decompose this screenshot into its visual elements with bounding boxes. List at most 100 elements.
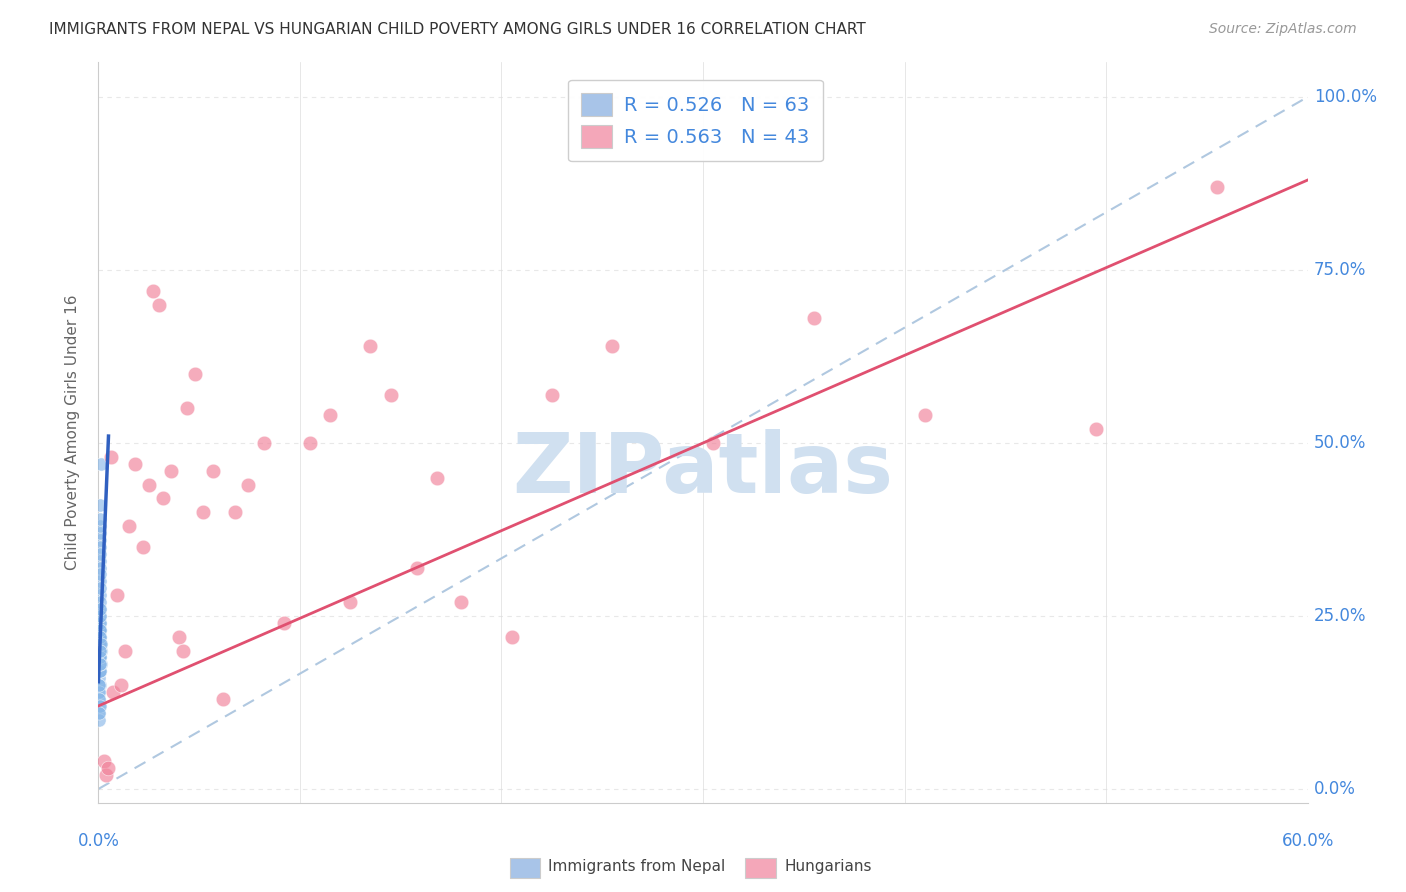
Point bbox=[89, 657, 111, 672]
Point bbox=[253, 436, 276, 450]
Point bbox=[1206, 180, 1229, 194]
Point bbox=[1085, 422, 1108, 436]
Point bbox=[89, 650, 111, 665]
Point bbox=[90, 457, 112, 471]
Point bbox=[89, 698, 111, 713]
Text: 100.0%: 100.0% bbox=[1313, 88, 1376, 106]
Point bbox=[118, 519, 141, 533]
Point bbox=[89, 698, 111, 713]
Point bbox=[110, 678, 132, 692]
Point bbox=[89, 554, 111, 568]
Point bbox=[89, 560, 111, 574]
Point bbox=[380, 387, 402, 401]
Point bbox=[602, 339, 624, 353]
Text: 0.0%: 0.0% bbox=[1313, 780, 1355, 798]
Point bbox=[89, 665, 111, 679]
Point bbox=[105, 588, 128, 602]
Point bbox=[89, 547, 111, 561]
Point bbox=[450, 595, 472, 609]
Point bbox=[184, 367, 207, 381]
Point bbox=[89, 615, 111, 630]
Point bbox=[160, 464, 183, 478]
Point bbox=[89, 567, 111, 582]
Point bbox=[89, 512, 111, 526]
Point bbox=[89, 609, 111, 624]
Point bbox=[89, 678, 111, 692]
Point bbox=[176, 401, 198, 416]
Point bbox=[89, 623, 111, 637]
Point bbox=[299, 436, 322, 450]
Point bbox=[87, 713, 110, 727]
Point bbox=[90, 657, 112, 672]
Point bbox=[405, 560, 427, 574]
Point bbox=[90, 643, 112, 657]
Text: 75.0%: 75.0% bbox=[1313, 261, 1367, 279]
Point bbox=[90, 637, 112, 651]
Point bbox=[167, 630, 190, 644]
FancyBboxPatch shape bbox=[745, 857, 776, 879]
Point bbox=[89, 643, 111, 657]
Point bbox=[89, 685, 111, 699]
Point bbox=[89, 678, 111, 692]
Text: 60.0%: 60.0% bbox=[1281, 832, 1334, 850]
Point bbox=[148, 297, 170, 311]
Point bbox=[212, 692, 235, 706]
Point bbox=[89, 665, 111, 679]
Text: ZIPatlas: ZIPatlas bbox=[513, 429, 893, 510]
Point bbox=[89, 650, 111, 665]
Point bbox=[89, 588, 111, 602]
Point bbox=[89, 582, 111, 596]
Point bbox=[89, 630, 111, 644]
Point bbox=[89, 630, 111, 644]
Point bbox=[89, 665, 111, 679]
Point bbox=[89, 643, 111, 657]
Point bbox=[124, 457, 146, 471]
Point bbox=[89, 574, 111, 589]
Point bbox=[89, 630, 111, 644]
Text: 50.0%: 50.0% bbox=[1313, 434, 1367, 452]
Point bbox=[142, 284, 165, 298]
Point bbox=[96, 768, 118, 782]
Point bbox=[540, 387, 562, 401]
Point bbox=[152, 491, 174, 506]
Point bbox=[89, 678, 111, 692]
Point bbox=[89, 602, 111, 616]
Point bbox=[89, 657, 111, 672]
Point bbox=[89, 615, 111, 630]
Point bbox=[89, 498, 111, 512]
Point bbox=[89, 692, 111, 706]
Point bbox=[89, 525, 111, 540]
Point bbox=[93, 754, 115, 768]
Point bbox=[114, 643, 136, 657]
Point bbox=[89, 609, 111, 624]
Point bbox=[89, 637, 111, 651]
Point bbox=[101, 685, 124, 699]
Point bbox=[89, 692, 111, 706]
Point bbox=[914, 409, 936, 423]
FancyBboxPatch shape bbox=[509, 857, 540, 879]
Point bbox=[89, 665, 111, 679]
Point bbox=[89, 540, 111, 554]
Point bbox=[236, 477, 259, 491]
Text: Immigrants from Nepal: Immigrants from Nepal bbox=[548, 859, 725, 874]
Point bbox=[89, 671, 111, 685]
Point bbox=[100, 450, 122, 464]
Point bbox=[273, 615, 295, 630]
Point bbox=[202, 464, 225, 478]
Text: 25.0%: 25.0% bbox=[1313, 607, 1367, 625]
Point bbox=[172, 643, 194, 657]
Point bbox=[89, 650, 111, 665]
Text: 0.0%: 0.0% bbox=[77, 832, 120, 850]
Point bbox=[89, 630, 111, 644]
Legend: R = 0.526   N = 63, R = 0.563   N = 43: R = 0.526 N = 63, R = 0.563 N = 43 bbox=[568, 79, 823, 161]
Point bbox=[89, 706, 111, 720]
Point bbox=[89, 519, 111, 533]
Point bbox=[89, 602, 111, 616]
Point bbox=[89, 650, 111, 665]
Point bbox=[89, 637, 111, 651]
Point bbox=[89, 650, 111, 665]
Point bbox=[89, 637, 111, 651]
Point bbox=[89, 643, 111, 657]
Point bbox=[89, 623, 111, 637]
Point bbox=[89, 643, 111, 657]
